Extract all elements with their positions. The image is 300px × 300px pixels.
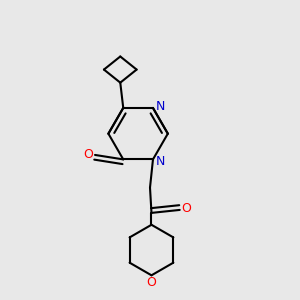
Text: O: O	[146, 276, 156, 289]
Text: N: N	[156, 100, 165, 113]
Text: O: O	[83, 148, 93, 160]
Text: O: O	[182, 202, 191, 215]
Text: N: N	[156, 155, 165, 168]
